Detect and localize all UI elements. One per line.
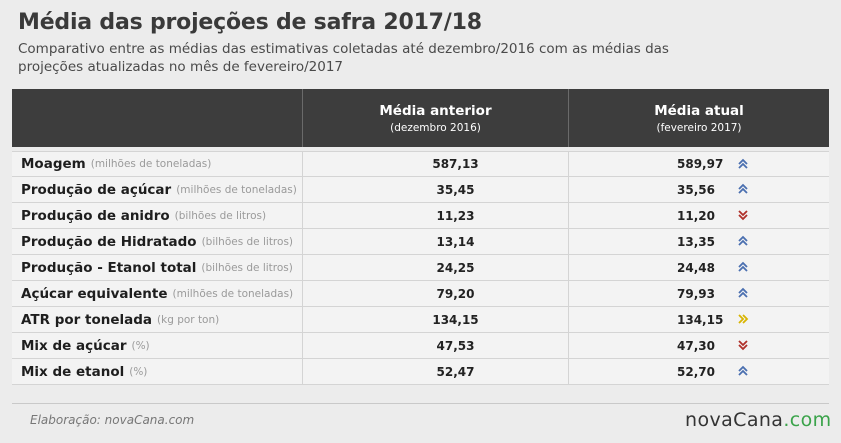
current-value-cell: 589,97 — [568, 152, 829, 176]
current-value-cell: 79,93 — [568, 281, 829, 306]
row-unit: (bilhões de litros) — [201, 235, 294, 248]
previous-value: 587,13 — [302, 152, 568, 176]
row-unit: (%) — [129, 365, 148, 378]
row-label-cell: Produção de Hidratado (bilhões de litros) — [12, 229, 302, 254]
row-label-cell: ATR por tonelada (kg por ton) — [12, 307, 302, 332]
row-label-cell: Moagem (milhões de toneladas) — [12, 152, 302, 176]
current-value-cell: 11,20 — [568, 203, 829, 228]
projections-table: Média anterior (dezembro 2016) Média atu… — [12, 89, 829, 385]
current-value: 13,35 — [677, 234, 715, 249]
trend-up-icon — [738, 183, 748, 194]
current-value: 47,30 — [677, 338, 715, 353]
trend-up-icon — [738, 365, 748, 376]
current-value: 11,20 — [677, 208, 715, 223]
previous-value: 24,25 — [302, 255, 568, 280]
trend-up-icon — [738, 287, 748, 298]
row-label-cell: Produção de açúcar (milhões de toneladas) — [12, 177, 302, 202]
row-label: ATR por tonelada — [21, 311, 153, 328]
logo-main-text: novaCana — [685, 409, 784, 431]
table-row: Moagem (milhões de toneladas) 587,13 589,97 — [12, 151, 829, 177]
header-current-subtitle: (fevereiro 2017) — [656, 121, 742, 134]
trend-down-icon — [738, 210, 748, 221]
header-current-title: Média atual — [654, 102, 744, 119]
current-value: 134,15 — [677, 312, 724, 327]
previous-value: 134,15 — [302, 307, 568, 332]
row-unit: (%) — [131, 339, 150, 352]
row-label: Produção de anidro — [21, 207, 170, 224]
trend-down-icon — [738, 340, 748, 351]
header-current-average: Média atual (fevereiro 2017) — [568, 89, 829, 147]
current-value: 35,56 — [677, 182, 715, 197]
previous-value: 79,20 — [302, 281, 568, 306]
novacana-logo: novaCana.com — [685, 409, 832, 431]
table-row: Produção de Hidratado (bilhões de litros)… — [12, 229, 829, 255]
current-value: 589,97 — [677, 157, 724, 171]
previous-value: 47,53 — [302, 333, 568, 358]
table-row: Açúcar equivalente (milhões de toneladas)… — [12, 281, 829, 307]
row-label: Mix de açúcar — [21, 337, 127, 354]
row-unit: (milhões de toneladas) — [90, 158, 212, 170]
trend-up-icon — [738, 158, 748, 169]
row-label: Moagem — [21, 156, 86, 172]
current-value: 52,70 — [677, 364, 715, 379]
credit-text: Elaboração: novaCana.com — [30, 413, 195, 427]
row-unit: (milhões de toneladas) — [176, 183, 297, 196]
row-label: Produção de Hidratado — [21, 233, 197, 250]
row-unit: (bilhões de litros) — [174, 209, 267, 222]
current-value-cell: 35,56 — [568, 177, 829, 202]
current-value: 79,93 — [677, 286, 715, 301]
table-row: ATR por tonelada (kg por ton) 134,15 134,15 — [12, 307, 829, 333]
table-body: Moagem (milhões de toneladas) 587,13 589,97… — [12, 151, 829, 385]
logo-dot-text: .com — [783, 409, 832, 431]
row-label-cell: Produção - Etanol total (bilhões de litro… — [12, 255, 302, 280]
row-label: Produção - Etanol total — [21, 259, 197, 276]
trend-up-icon — [738, 261, 748, 272]
row-label-cell: Mix de etanol (%) — [12, 359, 302, 384]
row-label: Mix de etanol — [21, 363, 125, 380]
current-value-cell: 47,30 — [568, 333, 829, 358]
header-empty-cell — [12, 89, 302, 147]
trend-stable-icon — [738, 314, 749, 324]
row-label: Produção de açúcar — [21, 181, 172, 198]
current-value-cell: 13,35 — [568, 229, 829, 254]
previous-value: 13,14 — [302, 229, 568, 254]
page-subtitle: Comparativo entre as médias das estimati… — [18, 41, 669, 75]
previous-value: 11,23 — [302, 203, 568, 228]
row-label-cell: Açúcar equivalente (milhões de toneladas) — [12, 281, 302, 306]
row-unit: (kg por ton) — [157, 313, 220, 326]
row-unit: (milhões de toneladas) — [172, 287, 294, 300]
current-value-cell: 52,70 — [568, 359, 829, 384]
row-label-cell: Produção de anidro (bilhões de litros) — [12, 203, 302, 228]
current-value: 24,48 — [677, 260, 715, 275]
table-row: Produção - Etanol total (bilhões de litro… — [12, 255, 829, 281]
header-previous-average: Média anterior (dezembro 2016) — [302, 89, 568, 147]
current-value-cell: 24,48 — [568, 255, 829, 280]
row-label: Açúcar equivalente — [21, 285, 168, 302]
previous-value: 52,47 — [302, 359, 568, 384]
current-value-cell: 134,15 — [568, 307, 829, 332]
table-row: Produção de açúcar (milhões de toneladas)… — [12, 177, 829, 203]
footer-divider — [12, 403, 829, 404]
table-header: Média anterior (dezembro 2016) Média atu… — [12, 89, 829, 147]
row-label-cell: Mix de açúcar (%) — [12, 333, 302, 358]
row-unit: (bilhões de litros) — [201, 261, 293, 274]
header-previous-title: Média anterior — [379, 102, 492, 119]
table-row: Produção de anidro (bilhões de litros) 11,… — [12, 203, 829, 229]
table-row: Mix de etanol (%) 52,47 52,70 — [12, 359, 829, 385]
table-row: Mix de açúcar (%) 47,53 47,30 — [12, 333, 829, 359]
header-previous-subtitle: (dezembro 2016) — [390, 121, 481, 134]
page-title: Média das projeções de safra 2017/18 — [18, 10, 482, 35]
trend-up-icon — [738, 235, 748, 246]
previous-value: 35,45 — [302, 177, 568, 202]
